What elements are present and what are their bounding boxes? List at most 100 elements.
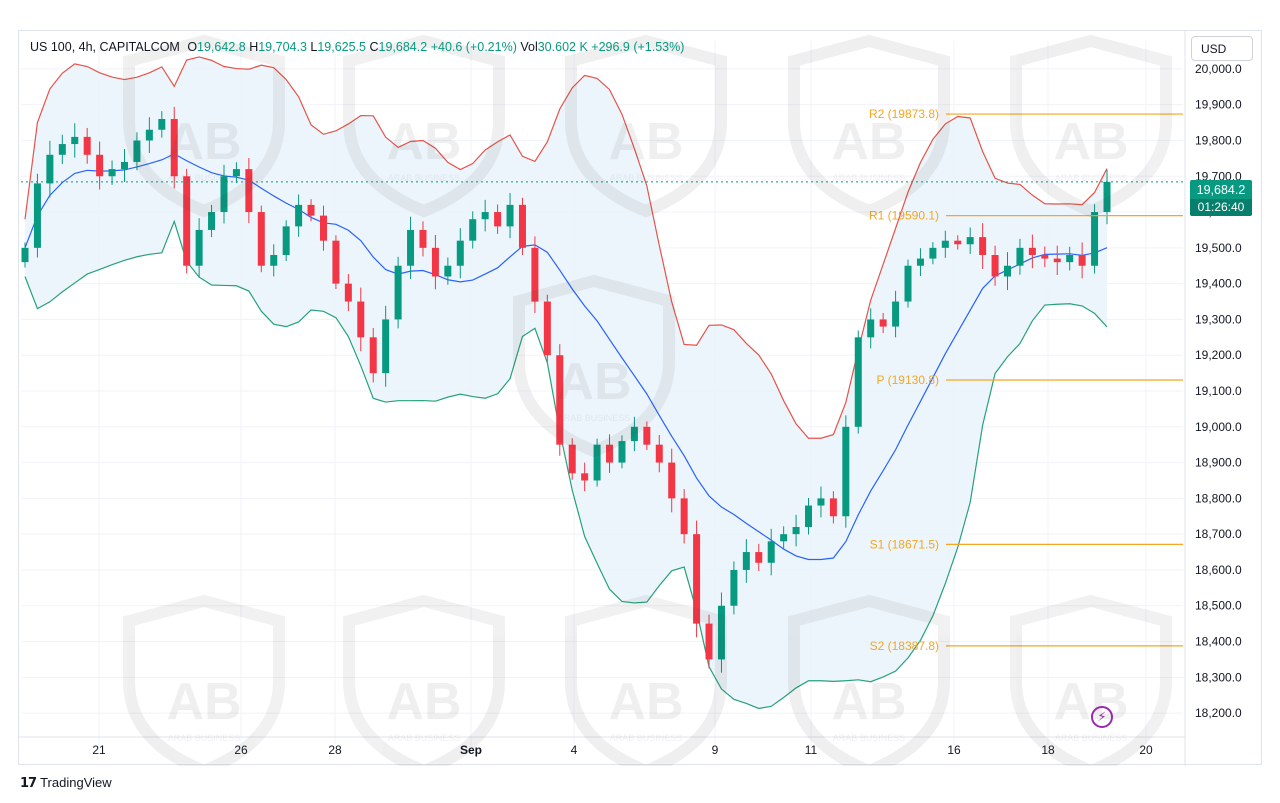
bollinger-upper-line <box>24 56 1108 439</box>
svg-text:ARAB BUSINESS: ARAB BUSINESS <box>388 733 461 743</box>
svg-text:AB: AB <box>1053 673 1128 731</box>
pivot-label-p: P (19130.8) <box>877 373 940 387</box>
price-axis-label: 18,200.0 <box>1195 706 1242 720</box>
candle <box>444 265 452 277</box>
bar-countdown: 01:26:40 <box>1190 199 1252 216</box>
open-label: O <box>187 40 198 54</box>
time-axis-label: 9 <box>712 743 719 757</box>
price-axis-label: 18,700.0 <box>1195 527 1242 541</box>
volume-label: Vol <box>520 40 538 54</box>
brand-footer[interactable]: 17 TradingView <box>20 775 112 791</box>
candle <box>556 355 564 445</box>
watermark-shield-icon: AB ARAB BUSINESS <box>123 594 285 766</box>
candle <box>419 229 427 248</box>
watermark-shield-icon: AB ARAB BUSINESS <box>343 594 505 766</box>
time-axis-label: 16 <box>947 743 961 757</box>
candle <box>295 204 303 227</box>
candle <box>344 283 352 302</box>
pivot-label-s1: S1 (18671.5) <box>870 537 939 551</box>
candle <box>469 219 477 241</box>
currency-button[interactable]: USD <box>1191 36 1253 61</box>
svg-text:ARAB BUSINESS: ARAB BUSINESS <box>833 733 906 743</box>
watermark-shield-icon: AB ARAB BUSINESS <box>565 594 727 766</box>
candle <box>332 240 340 284</box>
candle <box>357 301 365 338</box>
close-value: 19,684.2 <box>378 40 428 54</box>
svg-text:AB: AB <box>831 113 906 171</box>
candle <box>145 129 153 141</box>
candle <box>668 462 676 499</box>
candle <box>1016 247 1024 266</box>
svg-text:AB: AB <box>386 673 461 731</box>
time-axis-label: 20 <box>1139 743 1153 757</box>
candle <box>655 444 663 463</box>
candle <box>842 426 850 517</box>
candle <box>618 441 626 463</box>
time-axis-label: 11 <box>805 743 818 757</box>
svg-text:AB: AB <box>608 113 683 171</box>
candle <box>705 623 713 660</box>
candle <box>593 444 601 481</box>
candle <box>1066 255 1074 263</box>
last-price-tag: 19,684.2 <box>1190 180 1252 200</box>
candle <box>431 247 439 277</box>
candle <box>904 265 912 302</box>
pivot-label-r1: R1 (19590.1) <box>869 209 939 223</box>
price-axis-label: 18,500.0 <box>1195 599 1242 613</box>
watermark-shield-icon: AB ARAB BUSINESS <box>343 34 505 218</box>
price-axis-label: 19,700.0 <box>1195 169 1242 183</box>
candle <box>929 247 937 259</box>
bollinger-lower-line <box>24 219 1108 710</box>
price-chart[interactable]: R2 (19873.8) R1 (19590.1) P (19130.8) S1 (1… <box>19 31 1263 766</box>
svg-text:ARAB BUSINESS: ARAB BUSINESS <box>388 173 461 183</box>
svg-text:ARAB BUSINESS: ARAB BUSINESS <box>610 173 683 183</box>
candle <box>232 169 240 177</box>
price-axis-label: 19,200.0 <box>1195 348 1242 362</box>
candle <box>1041 255 1049 259</box>
candle <box>979 237 987 255</box>
price-axis-label: 19,500.0 <box>1195 241 1242 255</box>
price-axis-label: 19,400.0 <box>1195 277 1242 291</box>
candle <box>319 215 327 241</box>
candle <box>643 426 651 445</box>
candle <box>792 527 800 535</box>
svg-text:ARAB BUSINESS: ARAB BUSINESS <box>168 733 241 743</box>
chart-panel[interactable]: R2 (19873.8) R1 (19590.1) P (19130.8) S1 (1… <box>18 30 1263 766</box>
candle <box>71 136 79 145</box>
tradingview-logo-icon: 17 <box>20 776 37 791</box>
watermark-shield-icon: AB ARAB BUSINESS <box>1010 594 1172 766</box>
candle <box>456 240 464 266</box>
time-axis-label: 4 <box>571 743 578 757</box>
candle <box>506 204 514 227</box>
time-axis-label: 28 <box>328 743 342 757</box>
candle <box>966 237 974 245</box>
candle <box>96 154 104 177</box>
svg-text:ARAB BUSINESS: ARAB BUSINESS <box>1055 173 1128 183</box>
candle <box>58 144 66 155</box>
candle <box>158 119 166 130</box>
price-axis-label: 18,800.0 <box>1195 491 1242 505</box>
price-axis-label: 19,000.0 <box>1195 420 1242 434</box>
svg-text:AB: AB <box>166 113 241 171</box>
candle <box>829 498 837 517</box>
candle <box>742 552 750 570</box>
price-axis-label: 19,100.0 <box>1195 384 1242 398</box>
candle <box>817 498 825 506</box>
candle <box>83 136 91 155</box>
candle <box>991 255 999 277</box>
time-axis-label: 18 <box>1041 743 1055 757</box>
lightning-bolt-icon[interactable]: ⚡ <box>1091 706 1113 728</box>
price-axis-label: 18,400.0 <box>1195 635 1242 649</box>
volume-change: +296.9 (+1.53%) <box>591 40 685 54</box>
svg-text:AB: AB <box>608 673 683 731</box>
candle <box>208 212 216 230</box>
candle <box>407 229 415 266</box>
candle <box>394 265 402 320</box>
candle <box>282 226 290 255</box>
price-axis-label: 18,600.0 <box>1195 563 1242 577</box>
candle <box>494 212 502 227</box>
price-axis-label: 18,300.0 <box>1195 670 1242 684</box>
svg-text:ARAB BUSINESS: ARAB BUSINESS <box>1055 733 1128 743</box>
candle <box>46 154 54 184</box>
candle <box>879 319 887 327</box>
